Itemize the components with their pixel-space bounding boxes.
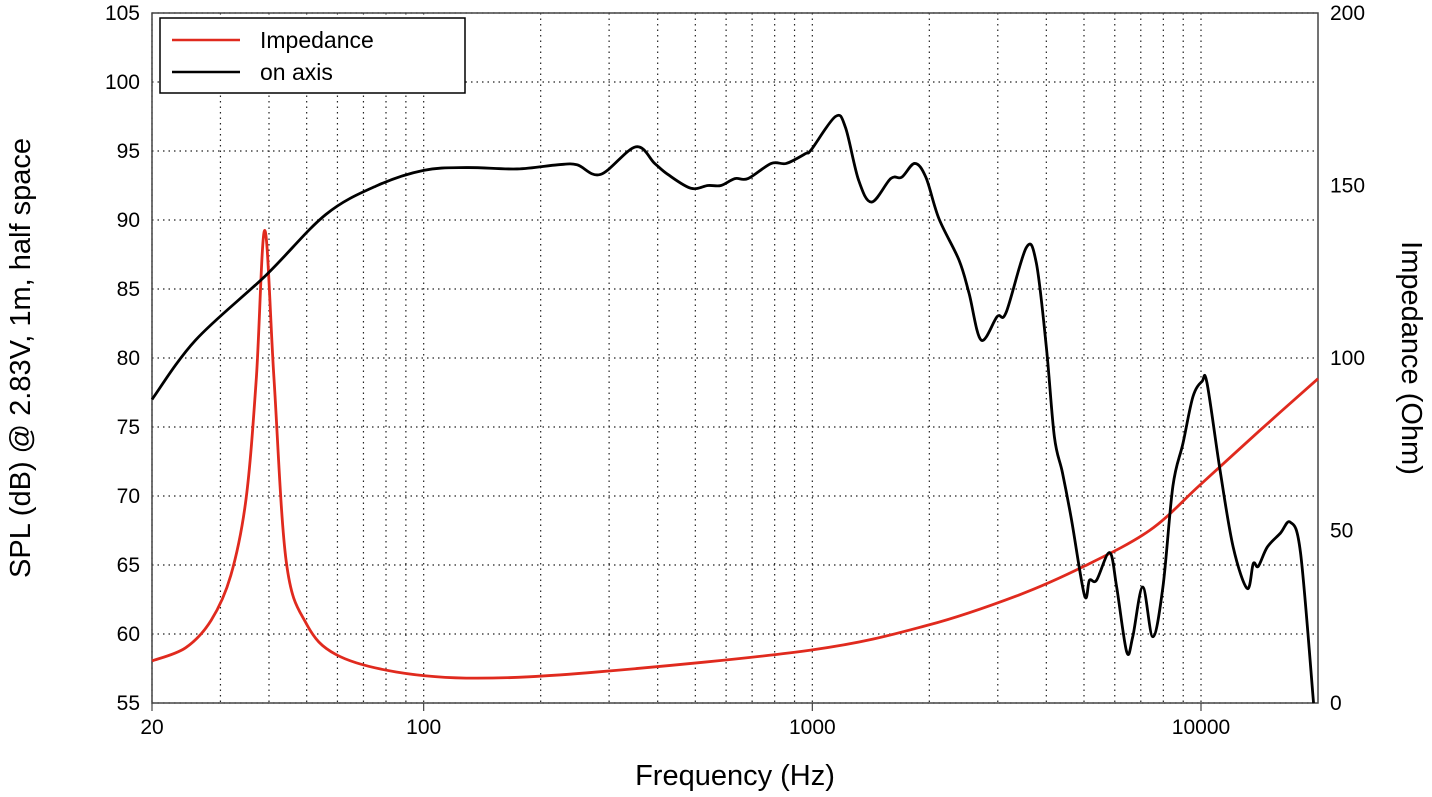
y-tick-label: 90 xyxy=(117,209,140,232)
series-line-impedance xyxy=(151,228,1319,680)
y-tick-label: 55 xyxy=(117,692,140,715)
y-tick-label: 75 xyxy=(117,416,140,439)
y2-tick-label: 0 xyxy=(1330,692,1342,715)
x-axis-label: Frequency (Hz) xyxy=(635,760,835,792)
y-tick-label: 105 xyxy=(105,2,140,25)
x-tick-label: 20 xyxy=(140,716,163,739)
tick-labels: 55 60 65 70 75 80 85 90 95 100 105 0 50 100 150 200 20 10… xyxy=(105,2,1365,739)
y2-tick-label: 150 xyxy=(1330,175,1365,198)
series-line-on-axis xyxy=(150,113,1315,704)
curves xyxy=(150,113,1319,704)
y-tick-label: 65 xyxy=(117,554,140,577)
plot-frame xyxy=(151,12,1319,704)
y2-tick-label: 200 xyxy=(1330,2,1365,25)
legend-label-on-axis: on axis xyxy=(260,59,333,85)
y-tick-label: 80 xyxy=(117,347,140,370)
y-tick-label: 85 xyxy=(117,278,140,301)
legend-label-impedance: Impedance xyxy=(260,27,374,53)
y-tick-label: 70 xyxy=(117,485,140,508)
x-tick-label: 10000 xyxy=(1172,716,1230,739)
y-tick-label: 95 xyxy=(117,140,140,163)
x-tick-label: 100 xyxy=(406,716,441,739)
legend-box xyxy=(159,17,466,94)
y-tick-label: 100 xyxy=(105,71,140,94)
y-tick-label: 60 xyxy=(117,623,140,646)
y2-tick-label: 50 xyxy=(1330,520,1353,543)
legend: Impedance on axis xyxy=(159,17,466,94)
y2-tick-label: 100 xyxy=(1330,347,1365,370)
x-tick-label: 1000 xyxy=(789,716,836,739)
grid xyxy=(151,12,1318,704)
y2-axis-label: Impedance (Ohm) xyxy=(1395,241,1427,475)
y-axis-label: SPL (dB) @ 2.83V, 1m, half space xyxy=(5,138,37,578)
